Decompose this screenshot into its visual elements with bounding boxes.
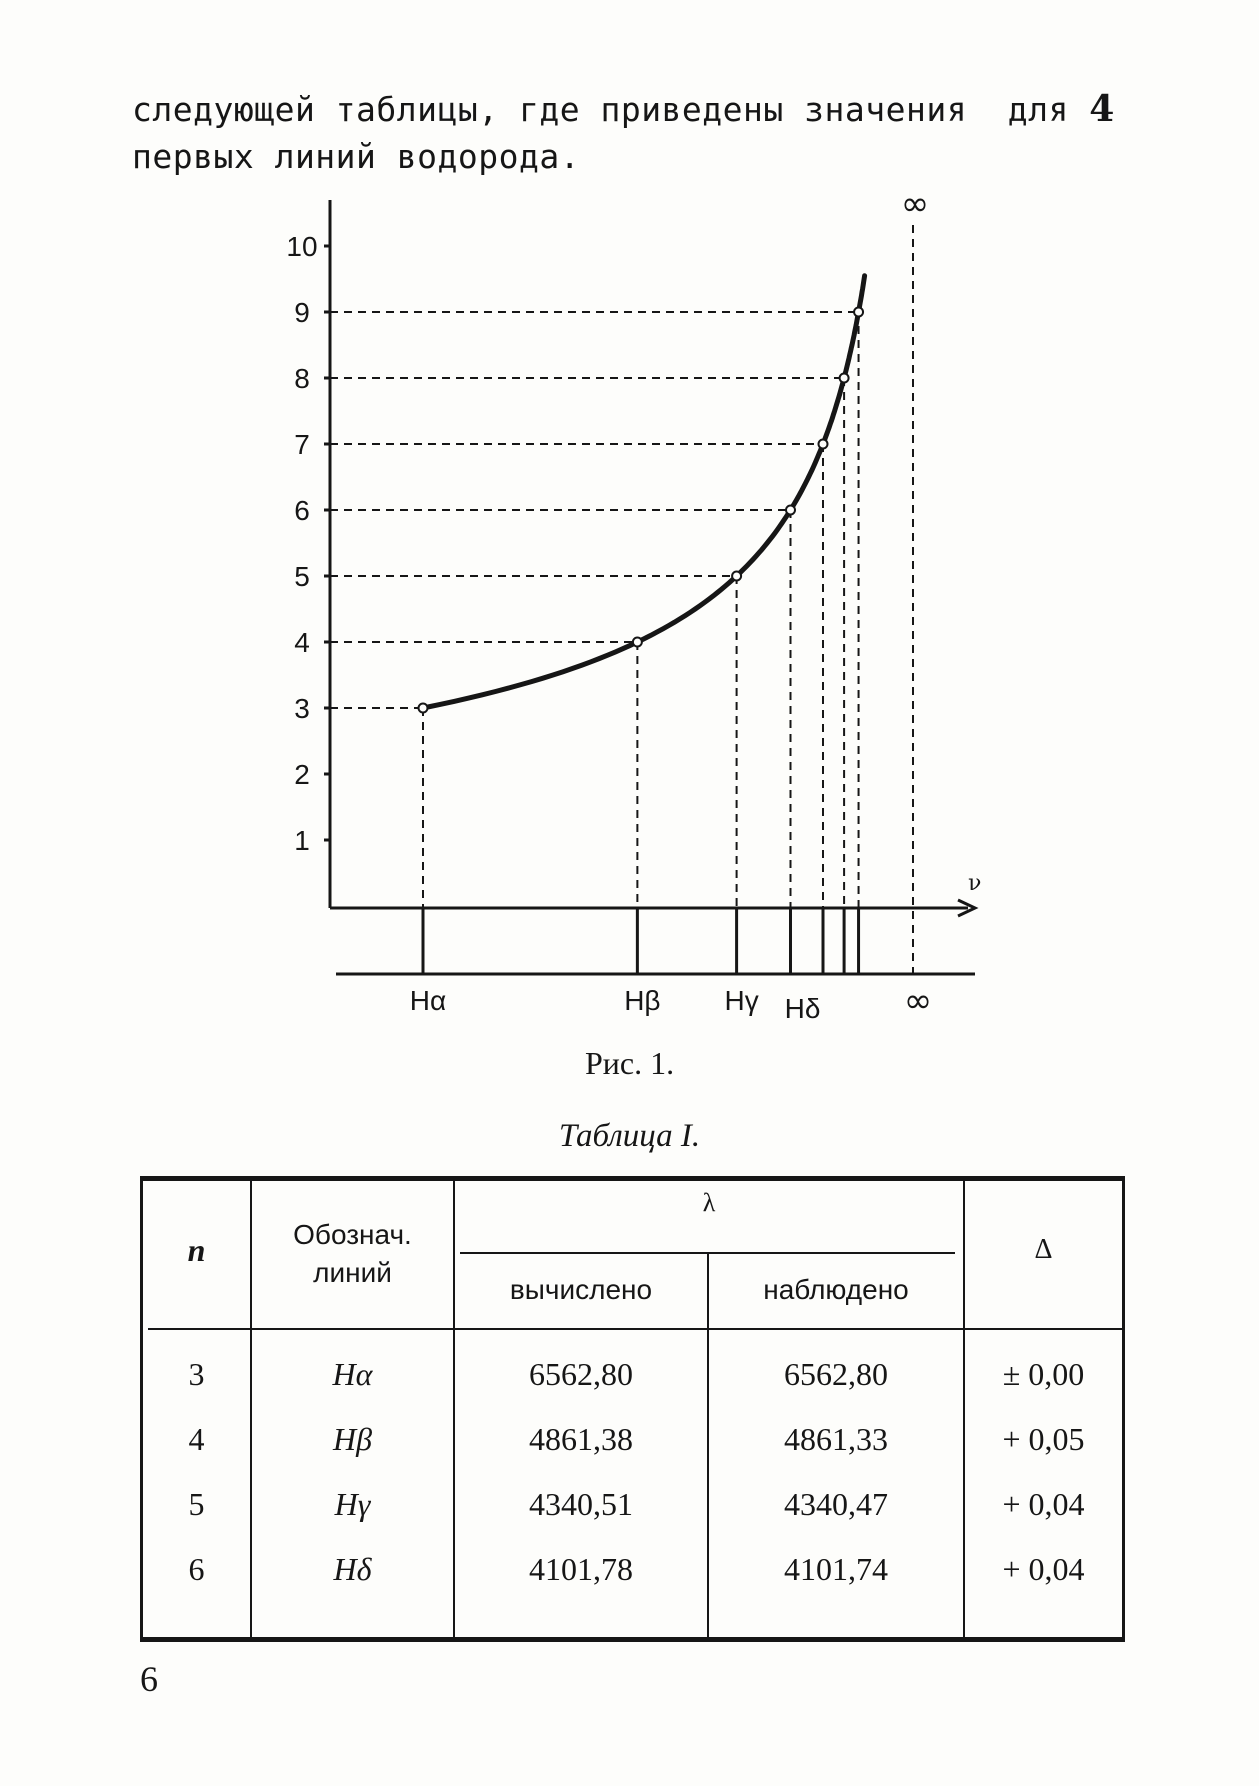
row-3-delta: + 0,04 (1002, 1486, 1085, 1522)
y-tick-label-10: 10 (286, 231, 317, 262)
header-rule (148, 1328, 1123, 1330)
header-n: n (187, 1232, 206, 1268)
header-observed: наблюдено (763, 1274, 909, 1305)
point-n9 (853, 306, 865, 318)
row-4-line: Hδ (333, 1551, 372, 1587)
row-1-line: Hα (332, 1356, 373, 1392)
intro-line-1-text: следующей таблицы, где приведены значени… (132, 90, 1069, 129)
point-n4 (631, 636, 643, 648)
page-number: 6 (140, 1659, 158, 1699)
lambda-subrule (460, 1252, 955, 1254)
col-divider-1 (250, 1176, 252, 1642)
row-1-delta: ± 0,00 (1002, 1356, 1085, 1392)
point-n8 (838, 372, 850, 384)
figure-chart: 10 9 8 7 6 5 4 3 2 1 ν ∞ ∞ Hα Hβ Hγ Hδ (286, 184, 981, 1024)
y-tick-label-7: 7 (294, 429, 310, 460)
header-lambda: λ (702, 1188, 716, 1217)
col-divider-2 (453, 1176, 455, 1642)
figure-caption: Рис. 1. (584, 1045, 675, 1081)
point-n5 (731, 570, 743, 582)
row-1-computed: 6562,80 (529, 1356, 633, 1392)
infinity-top-label: ∞ (901, 184, 929, 224)
table-left-border (140, 1176, 143, 1642)
series-label-1: Hα (410, 985, 446, 1016)
table-title: Таблица I. (558, 1118, 701, 1154)
y-tick-label-9: 9 (294, 297, 310, 328)
row-1-observed: 6562,80 (784, 1356, 888, 1392)
y-tick-label-1: 1 (294, 825, 310, 856)
y-tick-label-2: 2 (294, 759, 310, 790)
row-4-delta: + 0,04 (1002, 1551, 1085, 1587)
row-3-computed: 4340,51 (529, 1486, 633, 1522)
row-2-delta: + 0,05 (1002, 1421, 1085, 1457)
table-top-rule (140, 1176, 1125, 1181)
table-right-border (1122, 1176, 1125, 1642)
curve-line (420, 273, 868, 711)
intro-line-1: следующей таблицы, где приведены значени… (132, 86, 1132, 133)
y-tick-label-4: 4 (294, 627, 310, 658)
row-2-n: 4 (188, 1421, 205, 1457)
series-label-2: Hβ (624, 985, 660, 1016)
y-tick-label-3: 3 (294, 693, 310, 724)
data-table: n Обознач. линий λ вычислено наблюдено Δ… (140, 1176, 1125, 1642)
col-divider-4 (963, 1176, 965, 1642)
header-computed: вычислено (509, 1274, 653, 1305)
x-axis-label: ν (968, 871, 981, 896)
point-n7 (817, 438, 829, 450)
intro-number: 4 (1089, 88, 1115, 130)
row-3-observed: 4340,47 (784, 1486, 888, 1522)
row-1-n: 3 (188, 1356, 205, 1392)
row-3-n: 5 (188, 1486, 205, 1522)
header-designation-line1: Обознач. (293, 1219, 412, 1250)
row-2-observed: 4861,33 (784, 1421, 888, 1457)
row-4-n: 6 (188, 1551, 205, 1587)
series-label-3: Hγ (724, 985, 758, 1016)
row-4-computed: 4101,78 (529, 1551, 633, 1587)
series-label-4: Hδ (785, 993, 821, 1024)
point-n3 (417, 702, 429, 714)
table-bottom-rule (140, 1637, 1125, 1642)
row-2-computed: 4861,38 (529, 1421, 633, 1457)
intro-line-2: первых линий водорода. (132, 137, 581, 176)
infinity-bottom-label: ∞ (904, 981, 932, 1021)
row-2-line: Hβ (332, 1421, 373, 1457)
row-4-observed: 4101,74 (784, 1551, 888, 1587)
row-3-line: Hγ (334, 1486, 371, 1522)
x-axis-arrowhead (957, 898, 979, 918)
header-designation: Обознач. линий (252, 1216, 453, 1292)
intro-paragraph: следующей таблицы, где приведены значени… (132, 86, 1132, 180)
point-n6 (785, 504, 796, 516)
header-designation-line2: линий (313, 1257, 392, 1288)
y-tick-label-5: 5 (294, 561, 310, 592)
y-tick-label-8: 8 (294, 363, 310, 394)
col-divider-3 (707, 1254, 709, 1642)
header-delta: Δ (1034, 1234, 1053, 1265)
y-tick-label-6: 6 (294, 495, 310, 526)
